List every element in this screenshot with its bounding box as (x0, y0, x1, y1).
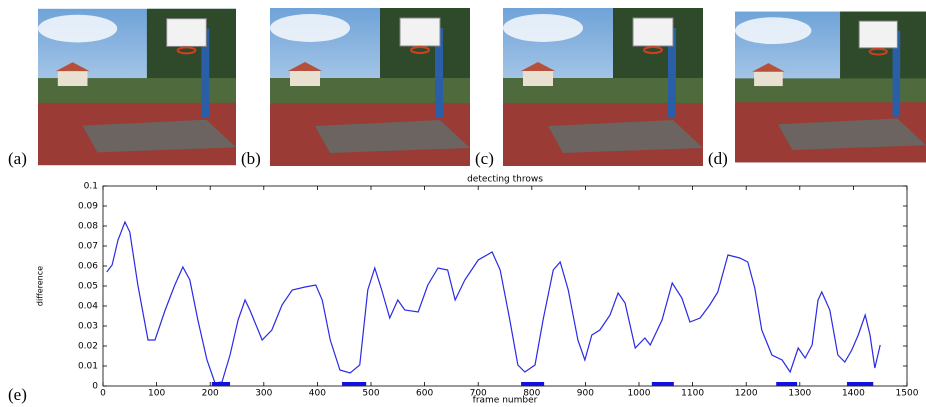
y-tick-label: 0.07 (78, 242, 98, 252)
data-line (107, 222, 880, 383)
detected-throw (342, 382, 366, 386)
y-tick-label: 0.05 (78, 282, 98, 292)
detected-throw (776, 382, 797, 386)
y-tick-label: 0.06 (78, 262, 98, 272)
photo (270, 8, 470, 166)
x-tick-label: 1200 (735, 389, 758, 399)
x-tick-label: 1400 (842, 389, 865, 399)
panel-label: (b) (241, 149, 261, 168)
x-tick-label: 600 (416, 389, 433, 399)
y-tick-label: 0.09 (78, 202, 98, 212)
detected-throw (212, 382, 230, 386)
panel-label: (d) (708, 149, 728, 168)
y-tick-label: 0.1 (84, 182, 98, 192)
detected-throw (521, 382, 544, 386)
panel-label: (a) (8, 149, 27, 168)
chart-title: detecting throws (467, 175, 543, 185)
x-tick-label: 400 (309, 389, 326, 399)
panel-label: (c) (475, 149, 494, 168)
x-tick-label: 100 (148, 389, 165, 399)
x-tick-label: 700 (470, 389, 487, 399)
photo (735, 12, 926, 163)
x-tick-label: 200 (202, 389, 219, 399)
y-tick-label: 0 (92, 382, 98, 392)
x-tick-label: 0 (100, 389, 106, 399)
x-tick-label: 1000 (628, 389, 651, 399)
photo (38, 9, 236, 165)
y-tick-label: 0.02 (78, 342, 98, 352)
y-tick-label: 0.04 (78, 302, 98, 312)
figure: (a) (b) (c) (d) (e) detecting throws fra… (0, 0, 926, 407)
x-tick-label: 1500 (896, 389, 919, 399)
y-tick-label: 0.01 (78, 362, 98, 372)
y-tick-label: 0.08 (78, 222, 98, 232)
x-tick-label: 300 (255, 389, 272, 399)
x-tick-label: 1100 (681, 389, 704, 399)
y-axis-label: difference (36, 266, 45, 306)
panel-label: (e) (8, 385, 27, 404)
x-tick-label: 500 (362, 389, 379, 399)
y-tick-label: 0.03 (78, 322, 98, 332)
photo (503, 8, 703, 166)
x-tick-label: 900 (577, 389, 594, 399)
x-tick-label: 800 (523, 389, 540, 399)
plot-frame (103, 186, 907, 386)
detected-throw (652, 382, 674, 386)
detected-throw (847, 382, 873, 386)
x-tick-label: 1300 (788, 389, 811, 399)
